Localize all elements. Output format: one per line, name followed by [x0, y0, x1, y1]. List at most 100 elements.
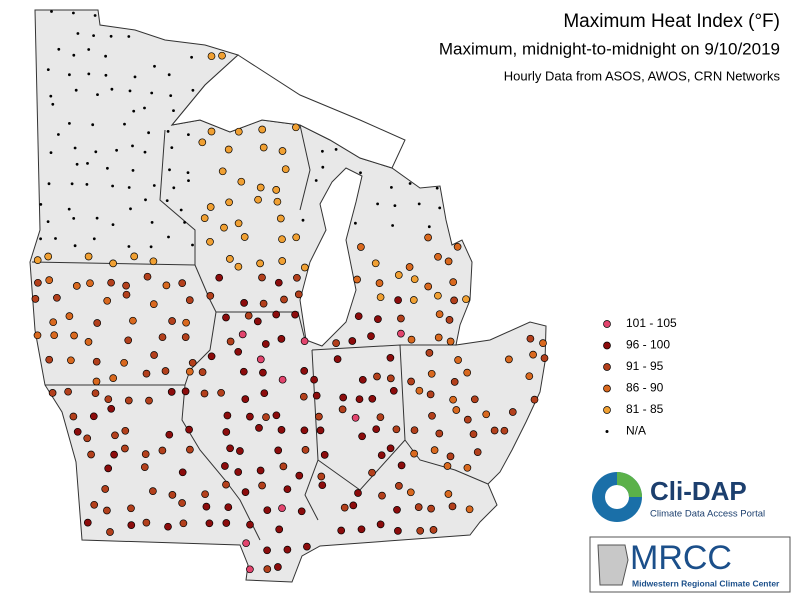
station-dot [110, 87, 114, 91]
station-dot [106, 528, 114, 536]
station-dot [201, 490, 209, 499]
station-dot [386, 374, 395, 383]
station-dot [224, 503, 233, 512]
station-dot [490, 426, 499, 435]
station-dot [207, 127, 216, 136]
station-dot [386, 353, 395, 362]
station-dot [104, 54, 107, 58]
station-dot [168, 168, 171, 172]
station-dot [463, 463, 472, 472]
station-dot [446, 337, 455, 346]
station-dot [278, 147, 287, 155]
station-dot [368, 468, 376, 477]
station-dot [351, 413, 360, 422]
station-dot [434, 333, 443, 342]
station-dot [86, 162, 89, 165]
station-dot [70, 331, 78, 340]
station-dot [185, 367, 194, 376]
station-dot [258, 125, 267, 134]
station-dot [256, 355, 265, 364]
station-dot [397, 314, 405, 323]
station-dot [84, 338, 93, 346]
station-dot [127, 504, 135, 513]
station-dot [454, 356, 462, 364]
station-dot [318, 481, 327, 490]
station-dot [438, 206, 442, 210]
station-dot [259, 368, 267, 377]
station-dot [49, 318, 58, 327]
station-dot [107, 278, 115, 287]
station-dot [277, 335, 286, 343]
station-dot [92, 357, 101, 366]
station-dot [131, 169, 135, 172]
station-dot [277, 426, 286, 434]
station-dot [172, 186, 176, 190]
station-dot [92, 237, 96, 241]
station-dot [333, 355, 342, 363]
station-dot [275, 525, 284, 534]
station-dot [357, 243, 365, 251]
station-dot [429, 526, 438, 534]
station-dot [222, 313, 230, 322]
station-dot [150, 221, 154, 224]
station-dot [217, 388, 225, 397]
station-dot [540, 354, 549, 362]
station-dot [96, 93, 99, 96]
station-dot [337, 526, 346, 535]
station-dot [408, 182, 412, 185]
station-dot [144, 198, 147, 202]
station-dot [278, 235, 286, 244]
station-dot [354, 312, 363, 321]
station-dot [132, 109, 136, 113]
station-dot [73, 244, 77, 248]
station-dot [149, 300, 158, 308]
station-dot [33, 256, 42, 264]
station-dot [428, 411, 436, 420]
station-dot [259, 143, 268, 152]
station-dot [294, 290, 303, 299]
station-dot [145, 396, 153, 405]
station-dot [115, 148, 118, 152]
station-dot [414, 503, 423, 511]
station-dot [158, 446, 167, 455]
station-dot [283, 545, 292, 554]
station-dot [53, 293, 61, 302]
station-dot [434, 291, 442, 300]
station-dot [240, 299, 248, 307]
station-dot [358, 375, 367, 384]
station-dot [190, 55, 194, 59]
station-dot [220, 223, 228, 232]
station-dot [316, 426, 325, 435]
station-dot [152, 184, 156, 187]
station-dot [104, 73, 108, 77]
logo-icon [597, 544, 629, 586]
station-dot [129, 207, 132, 211]
station-dot [394, 527, 402, 535]
station-dot [165, 199, 169, 203]
station-dot [226, 444, 234, 453]
station-dot [359, 171, 362, 175]
station-dot [407, 377, 415, 386]
station-dot [450, 378, 459, 386]
station-dot [274, 446, 283, 455]
station-dot [334, 148, 338, 151]
legend-swatch [603, 341, 611, 350]
station-dot [166, 130, 170, 133]
station-dot [150, 91, 154, 95]
station-dot [124, 336, 133, 345]
station-dot [87, 72, 91, 76]
station-dot [122, 290, 131, 299]
station-dot [354, 221, 357, 225]
station-dot [299, 392, 308, 401]
station-dot [129, 316, 137, 325]
station-dot [315, 412, 323, 421]
station-dot [109, 34, 113, 38]
station-dot [397, 329, 405, 338]
station-dot [463, 368, 472, 377]
station-dot [223, 411, 232, 420]
station-dot [317, 472, 326, 481]
station-dot [443, 462, 452, 470]
station-dot [367, 332, 375, 340]
station-dot [410, 426, 419, 435]
station-dot [300, 263, 309, 272]
